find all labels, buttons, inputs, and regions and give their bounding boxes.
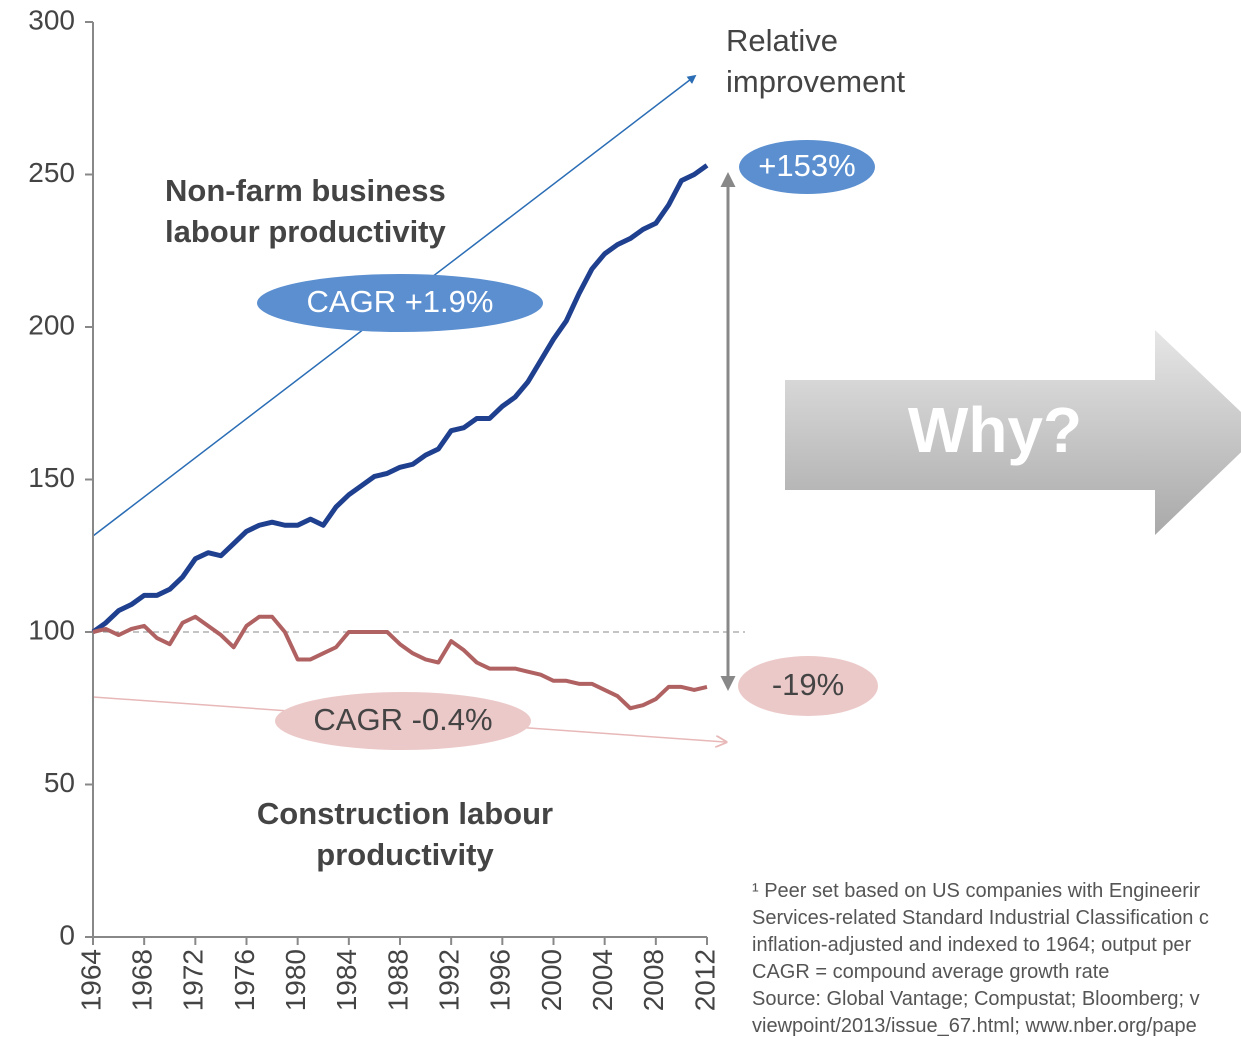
footnote-line: inflation-adjusted and indexed to 1964; … (752, 934, 1192, 956)
cagr-up: CAGR +1.9% (307, 284, 494, 319)
why-arrow (785, 330, 1241, 535)
cagr-up-badge (257, 274, 543, 332)
x-tick-label: 1980 (280, 949, 311, 1011)
relative-label: Relative improvement (726, 23, 906, 99)
x-tick-label: 2000 (536, 949, 567, 1011)
gain: +153% (758, 148, 855, 183)
x-tick-label: 1992 (434, 949, 465, 1011)
x-tick-label: 1968 (127, 949, 158, 1011)
footnote-line: Source: Global Vantage; Compustat; Bloom… (752, 988, 1200, 1010)
y-tick-label: 150 (28, 462, 75, 493)
y-tick-label: 50 (44, 767, 75, 798)
y-tick-label: 300 (28, 4, 75, 35)
x-tick-label: 2012 (689, 949, 720, 1011)
x-tick-label: 1988 (382, 949, 413, 1011)
series-line (92, 614, 708, 711)
footnote-line: Services-related Standard Industrial Cla… (752, 907, 1209, 929)
series-label: Construction labour productivity (256, 796, 554, 872)
y-tick-label: 200 (28, 309, 75, 340)
y-tick-label: 0 (59, 919, 75, 950)
x-tick-label: 1964 (75, 949, 106, 1011)
loss-badge (738, 656, 878, 716)
series-line (91, 163, 709, 635)
gain-badge (739, 140, 875, 194)
series-label: Non-farm business labour productivity (165, 173, 446, 249)
footnote-line: ¹ Peer set based on US companies with En… (752, 880, 1201, 902)
x-tick-label: 2004 (587, 949, 618, 1011)
x-tick-label: 1996 (485, 949, 516, 1011)
footnote: ¹ Peer set based on US companies with En… (752, 878, 1241, 1040)
y-tick-label: 100 (28, 614, 75, 645)
x-tick-label: 2008 (638, 949, 669, 1011)
x-tick-label: 1984 (331, 949, 362, 1011)
cagr-down: CAGR -0.4% (313, 702, 492, 737)
loss: -19% (772, 667, 844, 702)
footnote-line: viewpoint/2013/issue_67.html; www.nber.o… (752, 1015, 1197, 1037)
cagr-down-badge (275, 692, 531, 750)
x-tick-label: 1976 (229, 949, 260, 1011)
y-tick-label: 250 (28, 157, 75, 188)
footnote-line: CAGR = compound average growth rate (752, 961, 1110, 983)
why-text: Why? (908, 394, 1082, 466)
x-tick-label: 1972 (178, 949, 209, 1011)
